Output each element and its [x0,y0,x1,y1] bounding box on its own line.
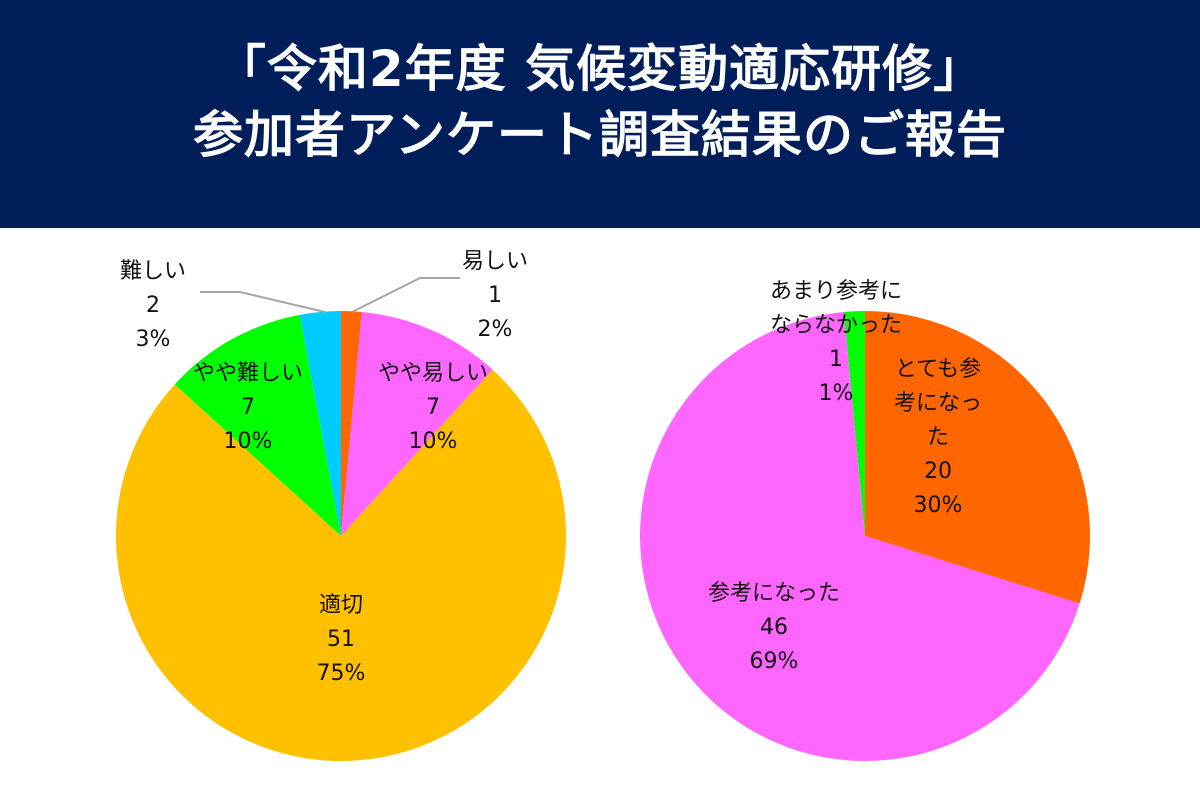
pie-chart-2: とても参考になった 20 30% 参考になった 46 69% あまり参考にならなかった 1 1% [640,279,1090,761]
leader-line [351,277,460,313]
slice-label: 難しい 2 3% [120,259,186,352]
pie-slice [116,369,567,762]
pie-slice [640,311,1080,761]
slice-label: 適切 51 75% [317,593,366,686]
slice-label: 参考になった 46 69% [708,581,840,674]
pie-charts: 易しい 1 2% やや易しい 7 10% 適切 51 75% やや難しい 7 10%難しい 2 3% とても… [116,249,1090,762]
pie-slice [865,311,1090,604]
pie-slice [341,311,493,536]
slice-label: やや易しい 7 10% [378,361,488,454]
title-line-2: 参加者アンケート調査結果のご報告 [193,106,1007,164]
pie-slice [299,311,341,536]
header-banner: 「令和2年度 気候変動適応研修」 参加者アンケート調査結果のご報告 [0,0,1200,228]
pie-slice [341,311,362,536]
pie-slice [174,314,341,536]
slice-label: 易しい 1 2% [462,249,528,342]
slice-label: あまり参考にならなかった 1 1% [770,279,902,406]
leader-line [200,291,326,313]
slice-label: やや難しい 7 10% [193,361,303,454]
slice-label: とても参考になった 20 30% [894,357,982,518]
pie-slice [843,311,865,536]
title-line-1: 「令和2年度 気候変動適応研修」 [215,40,985,98]
pie-chart-1: 易しい 1 2% やや易しい 7 10% 適切 51 75% やや難しい 7 10%難しい 2 3% [116,249,567,762]
